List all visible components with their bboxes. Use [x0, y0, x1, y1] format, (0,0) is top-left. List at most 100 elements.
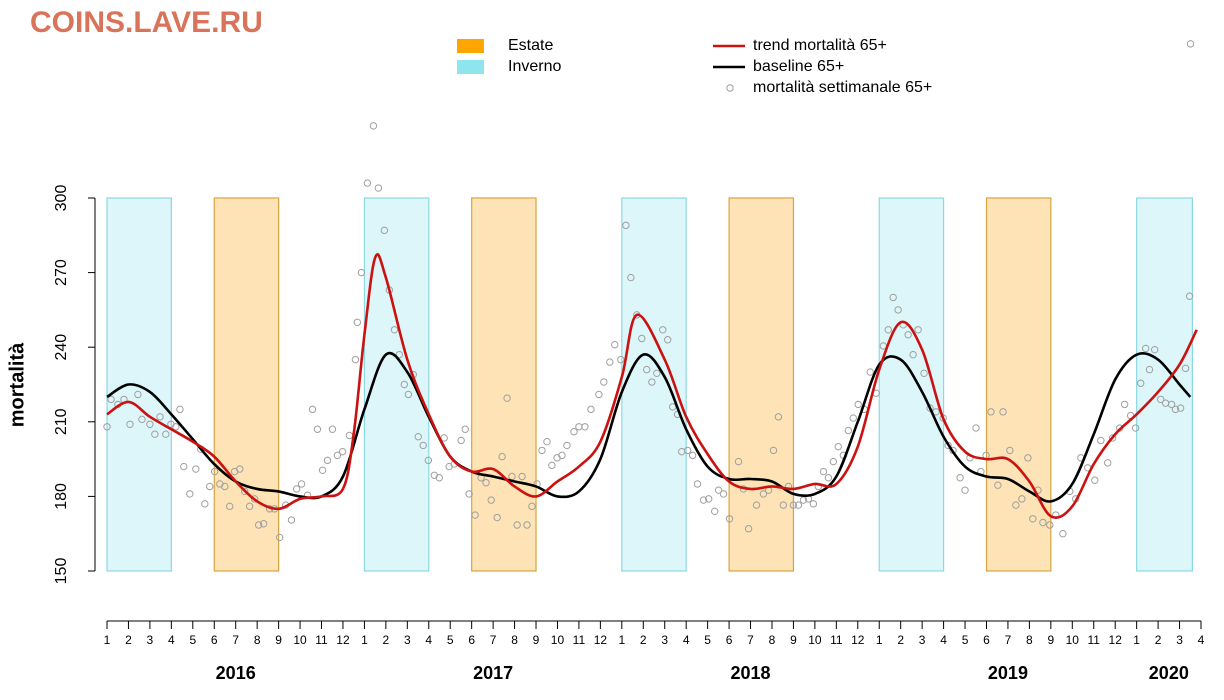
- data-point: [1181, 364, 1190, 373]
- data-point: [221, 482, 229, 491]
- data-point: [400, 380, 409, 389]
- data-point: [259, 520, 268, 528]
- data-point: [844, 426, 853, 435]
- y-tick-label: 180: [53, 483, 70, 510]
- data-point: [854, 400, 862, 409]
- data-point: [611, 341, 619, 349]
- data-point: [779, 501, 788, 509]
- x-tick-label: 10: [293, 633, 307, 647]
- legend-label: baseline 65+: [753, 58, 844, 75]
- x-tick-label: 5: [962, 633, 969, 647]
- x-tick-label: 2: [640, 633, 647, 647]
- data-point: [774, 413, 783, 421]
- data-point: [435, 474, 443, 482]
- y-tick-label: 300: [53, 185, 70, 212]
- season-band: [985, 197, 1052, 572]
- data-point: [1108, 434, 1117, 442]
- data-point: [711, 507, 719, 516]
- data-point: [789, 501, 798, 509]
- data-point: [138, 415, 146, 424]
- data-point: [461, 425, 469, 433]
- data-point: [313, 425, 322, 433]
- data-point: [1039, 518, 1047, 527]
- data-point: [622, 221, 630, 230]
- legend-label: mortalità settimanale 65+: [753, 79, 932, 96]
- data-point: [1006, 446, 1014, 455]
- data-point: [414, 433, 422, 441]
- data-point: [1150, 345, 1159, 354]
- year-label: 2018: [731, 663, 771, 683]
- data-point: [245, 502, 254, 511]
- data-point: [380, 226, 389, 235]
- data-point: [103, 423, 111, 431]
- data-point: [581, 423, 589, 431]
- data-point: [627, 273, 635, 282]
- data-point: [543, 437, 551, 446]
- x-tick-label: 1: [876, 633, 883, 647]
- x-tick-label: 3: [1176, 633, 1183, 647]
- data-point: [523, 521, 531, 529]
- x-tick-label: 2: [125, 633, 132, 647]
- x-tick-label: 9: [1047, 633, 1054, 647]
- data-point: [1186, 40, 1195, 48]
- data-point: [308, 405, 317, 414]
- data-point: [162, 430, 170, 438]
- x-tick-label: 12: [594, 633, 608, 647]
- year-label: 2017: [473, 663, 513, 683]
- data-point: [809, 500, 818, 508]
- x-tick-label: 6: [726, 633, 733, 647]
- x-tick-label: 8: [254, 633, 261, 647]
- data-point: [759, 490, 768, 498]
- data-point: [744, 525, 753, 533]
- x-tick-label: 6: [983, 633, 990, 647]
- data-point: [1185, 292, 1194, 300]
- x-tick-label: 4: [1198, 633, 1205, 647]
- data-point: [570, 428, 578, 436]
- data-point: [363, 179, 372, 187]
- data-point: [156, 413, 164, 421]
- data-point: [176, 405, 184, 414]
- data-point: [1103, 459, 1112, 467]
- data-point: [482, 479, 490, 487]
- data-point: [548, 461, 556, 470]
- data-point: [390, 326, 399, 334]
- data-point: [503, 394, 511, 402]
- y-axis-label: mortalità: [6, 342, 28, 427]
- data-point: [210, 467, 219, 476]
- data-point: [374, 184, 383, 192]
- data-point: [419, 441, 427, 450]
- data-point: [693, 480, 702, 488]
- data-point: [1091, 476, 1099, 484]
- data-point: [829, 457, 838, 466]
- x-tick-label: 3: [919, 633, 926, 647]
- data-point: [894, 306, 902, 314]
- x-tick-label: 4: [425, 633, 432, 647]
- data-point: [994, 481, 1002, 489]
- data-point: [345, 431, 354, 440]
- data-point: [961, 486, 969, 494]
- legend-marker: [726, 84, 734, 92]
- data-point: [683, 446, 692, 455]
- data-point: [151, 430, 159, 438]
- data-point: [819, 467, 828, 476]
- data-point: [134, 390, 142, 399]
- data-point: [987, 408, 995, 416]
- data-point: [493, 513, 501, 522]
- year-label: 2019: [988, 663, 1028, 683]
- data-point: [725, 515, 734, 523]
- data-point: [884, 326, 892, 334]
- x-tick-label: 3: [147, 633, 154, 647]
- data-point: [1156, 395, 1165, 404]
- data-point: [834, 442, 842, 451]
- data-point: [1059, 530, 1067, 538]
- data-point: [1046, 521, 1054, 529]
- data-point: [487, 496, 495, 504]
- x-tick-label: 5: [704, 633, 711, 647]
- x-tick-label: 9: [533, 633, 540, 647]
- y-tick-label: 150: [53, 558, 70, 585]
- x-tick-label: 3: [404, 633, 411, 647]
- x-tick-label: 12: [851, 633, 865, 647]
- x-tick-label: 8: [769, 633, 776, 647]
- data-point: [1029, 515, 1037, 523]
